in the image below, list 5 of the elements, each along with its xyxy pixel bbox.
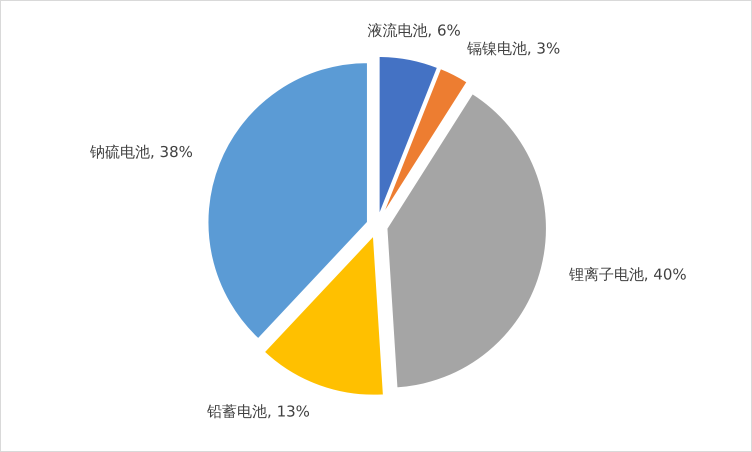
slice-label: 镉镍电池, 3% — [466, 40, 560, 58]
slice-label: 铅蓄电池, 13% — [206, 402, 310, 420]
slice-label: 钠硫电池, 38% — [89, 143, 193, 162]
slice-label: 锂离子电池, 40% — [568, 265, 687, 284]
slice-label: 液流电池, 6% — [367, 22, 461, 40]
